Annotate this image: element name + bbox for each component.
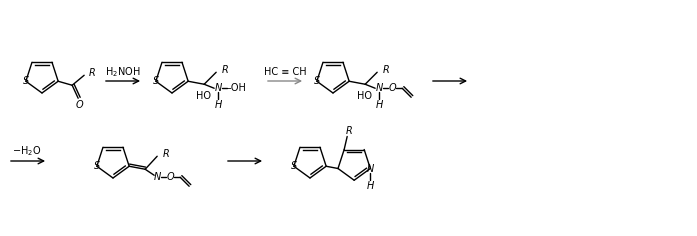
Text: S: S (23, 76, 29, 86)
Text: N: N (367, 164, 374, 173)
Text: O: O (167, 172, 174, 182)
Text: R: R (222, 65, 229, 75)
Text: S: S (314, 76, 320, 86)
Text: N: N (376, 83, 383, 93)
Text: H$_2$NOH: H$_2$NOH (105, 65, 141, 79)
Text: HO: HO (357, 91, 372, 101)
Text: N: N (215, 83, 222, 93)
Text: H: H (215, 100, 222, 110)
Text: O: O (75, 100, 83, 110)
Text: R: R (346, 126, 353, 135)
Text: HC ≡ CH: HC ≡ CH (263, 67, 306, 77)
Text: –OH: –OH (227, 83, 246, 93)
Text: R: R (89, 68, 95, 78)
Text: R: R (383, 65, 390, 75)
Text: S: S (93, 161, 100, 171)
Text: N: N (153, 172, 161, 182)
Text: O: O (388, 83, 396, 93)
Text: H: H (376, 100, 383, 110)
Text: $-$H$_2$O: $-$H$_2$O (12, 144, 41, 158)
Text: S: S (153, 76, 159, 86)
Text: H: H (367, 181, 374, 190)
Text: R: R (163, 149, 169, 159)
Text: HO: HO (196, 91, 210, 101)
Text: S: S (291, 161, 297, 171)
